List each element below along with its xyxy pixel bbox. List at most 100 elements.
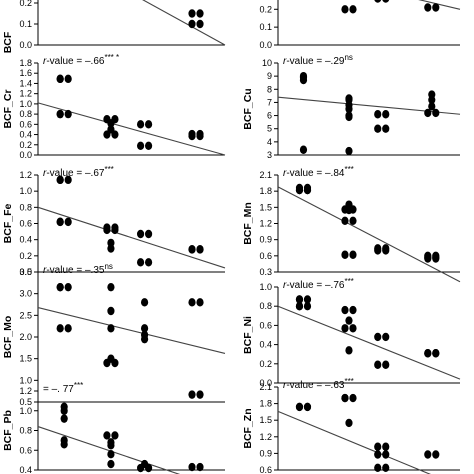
y-tick-label: 0.8 bbox=[19, 202, 32, 212]
r-value-annotation: r-value = –.35ns bbox=[43, 262, 113, 276]
data-point bbox=[382, 110, 390, 119]
y-tick-label: 0.0 bbox=[19, 267, 32, 277]
y-tick-label: 2.0 bbox=[19, 332, 32, 342]
data-point bbox=[345, 346, 353, 355]
data-point bbox=[64, 74, 72, 84]
data-point bbox=[107, 306, 115, 316]
data-point bbox=[60, 414, 68, 423]
y-tick-label: 0.6 bbox=[259, 320, 272, 330]
y-tick-label: 10 bbox=[262, 58, 272, 68]
data-point bbox=[136, 229, 145, 239]
data-point bbox=[56, 109, 64, 119]
data-point bbox=[64, 217, 72, 227]
y-axis-label: BCF_Cu bbox=[242, 88, 254, 129]
y-tick-label: 0.2 bbox=[19, 251, 32, 261]
y-tick-label: 0.6 bbox=[259, 465, 272, 474]
data-point bbox=[64, 324, 72, 333]
data-point bbox=[107, 244, 115, 253]
y-tick-label: 0.9 bbox=[259, 235, 272, 245]
data-point bbox=[432, 254, 440, 263]
r-value-annotation: r-value = –.84*** bbox=[283, 165, 354, 179]
y-tick-label: 1.0 bbox=[19, 375, 32, 385]
data-point bbox=[349, 250, 357, 259]
panel-co: 0.0 0.1 0.2 bbox=[259, 0, 461, 50]
data-point bbox=[136, 258, 145, 267]
y-tick-label: 0.6 bbox=[19, 119, 32, 129]
y-axis-label: BCF_Cr bbox=[2, 89, 14, 128]
y-tick-label: 6 bbox=[267, 111, 272, 121]
data-point bbox=[188, 390, 196, 399]
y-tick-label: 0.2 bbox=[259, 4, 272, 14]
regression-line bbox=[37, 102, 226, 156]
data-point bbox=[382, 450, 390, 459]
data-point bbox=[140, 334, 149, 344]
data-point bbox=[345, 146, 353, 156]
data-point bbox=[341, 5, 349, 14]
r-value-annotation: = –. 77*** bbox=[43, 381, 83, 395]
data-point bbox=[424, 108, 432, 118]
data-point bbox=[341, 216, 349, 226]
data-point bbox=[299, 145, 308, 154]
data-point bbox=[107, 119, 115, 128]
data-point bbox=[345, 112, 353, 122]
y-tick-label: 0.0 bbox=[259, 378, 272, 388]
data-point bbox=[140, 324, 149, 333]
data-point bbox=[424, 254, 432, 263]
y-tick-label: 0.2 bbox=[19, 0, 32, 8]
y-tick-label: 0.6 bbox=[259, 251, 272, 261]
y-tick-label: 0.9 bbox=[259, 448, 272, 458]
y-tick-label: 1.8 bbox=[19, 58, 32, 68]
data-point bbox=[136, 463, 145, 473]
data-point bbox=[60, 440, 68, 449]
data-point bbox=[382, 0, 390, 3]
data-point bbox=[374, 124, 382, 133]
y-tick-label: 0.0 bbox=[19, 40, 32, 50]
y-tick-label: 2.1 bbox=[259, 382, 272, 392]
y-tick-label: 1.5 bbox=[19, 354, 32, 364]
data-point bbox=[432, 108, 440, 118]
y-tick-label: 8 bbox=[267, 84, 272, 94]
data-point bbox=[382, 332, 390, 342]
data-point bbox=[303, 185, 312, 195]
y-tick-label: 1.6 bbox=[19, 68, 32, 78]
panel-ni: 0.0 0.2 0.4 0.6 0.8 1.0 BCF_Ni r-value = –.76**… bbox=[242, 277, 461, 388]
y-tick-label: 0.1 bbox=[259, 22, 272, 32]
data-point bbox=[144, 258, 153, 267]
data-point bbox=[196, 298, 204, 307]
regression-line bbox=[142, 0, 226, 46]
data-point bbox=[295, 295, 304, 304]
data-point bbox=[107, 441, 115, 450]
data-point bbox=[60, 402, 68, 411]
data-point bbox=[349, 305, 357, 315]
y-tick-label: 0.4 bbox=[259, 340, 272, 350]
y-tick-label: 1.2 bbox=[19, 170, 32, 180]
panel-cr: 0.00.20.40.60.81.01.21.41.61.8 BCF_Cr r-va… bbox=[2, 53, 226, 160]
regression-line bbox=[277, 410, 431, 474]
data-point bbox=[432, 3, 440, 12]
data-point bbox=[349, 393, 357, 403]
data-point bbox=[64, 175, 72, 185]
data-point bbox=[196, 245, 204, 254]
data-point bbox=[382, 124, 390, 133]
data-point bbox=[103, 225, 111, 235]
data-point bbox=[428, 95, 436, 105]
regression-line bbox=[277, 305, 461, 380]
data-point bbox=[341, 250, 349, 259]
y-tick-label: 0.4 bbox=[19, 130, 32, 140]
data-point bbox=[107, 324, 115, 333]
data-point bbox=[374, 463, 382, 472]
data-point bbox=[188, 462, 196, 472]
data-point bbox=[374, 332, 382, 342]
data-point bbox=[196, 131, 204, 141]
data-point bbox=[341, 305, 349, 315]
data-point bbox=[56, 324, 64, 333]
data-point bbox=[103, 130, 111, 139]
data-point bbox=[374, 450, 382, 459]
y-tick-label: 0.8 bbox=[259, 301, 272, 311]
data-point bbox=[111, 130, 119, 139]
data-point bbox=[64, 282, 72, 292]
regression-line bbox=[37, 206, 226, 269]
data-point bbox=[382, 360, 390, 369]
panel-cd: 0.0 0.1 0.2 BCF bbox=[2, 0, 226, 53]
y-tick-label: 1.8 bbox=[259, 399, 272, 409]
